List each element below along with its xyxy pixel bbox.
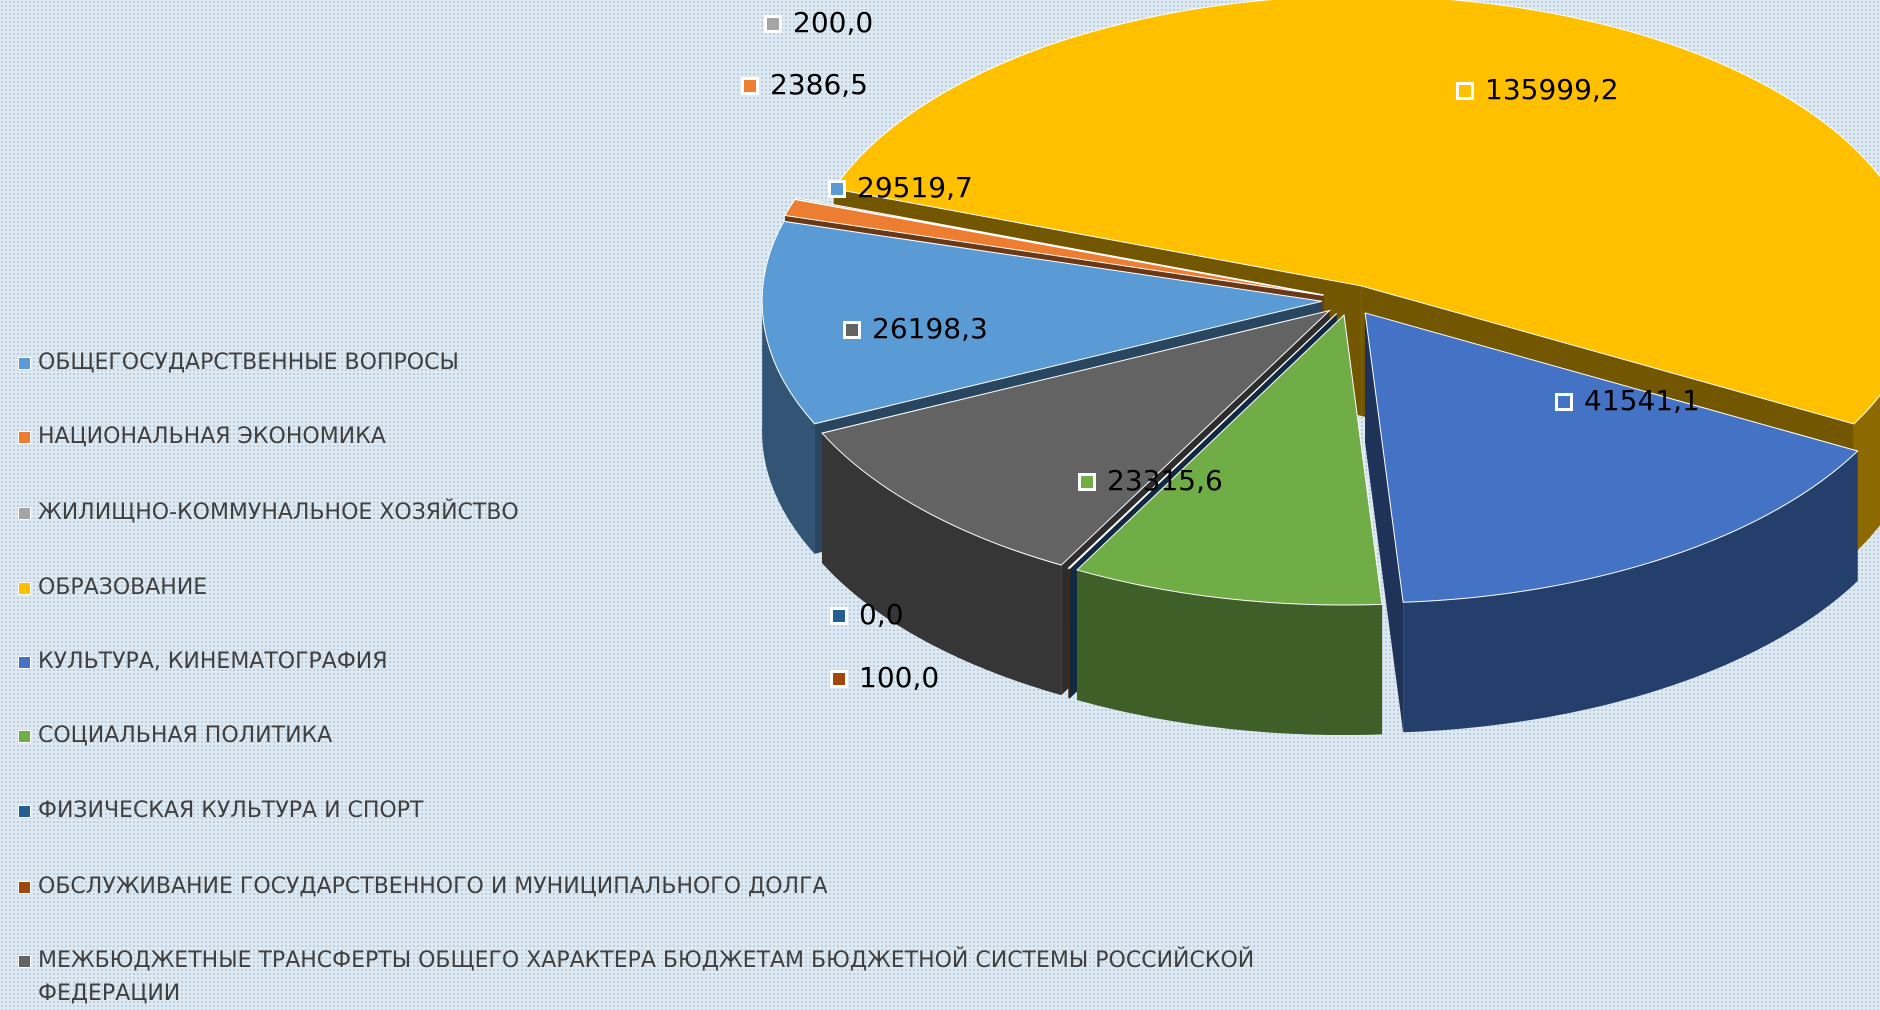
legend-swatch <box>18 357 31 370</box>
legend-label: СОЦИАЛЬНАЯ ПОЛИТИКА <box>38 723 333 748</box>
legend-item: НАЦИОНАЛЬНАЯ ЭКОНОМИКА <box>18 420 1358 453</box>
slice <box>821 309 1332 566</box>
label-marker-inner <box>846 324 858 336</box>
legend-swatch <box>18 431 31 444</box>
legend-label: ОБСЛУЖИВАНИЕ ГОСУДАРСТВЕННОГО И МУНИЦИПА… <box>38 874 828 899</box>
legend-item: МЕЖБЮДЖЕТНЫЕ ТРАНСФЕРТЫ ОБЩЕГО ХАРАКТЕРА… <box>18 944 1358 1010</box>
label-marker-inner <box>833 673 845 685</box>
slice <box>784 198 1324 296</box>
value-label: 29519,7 <box>857 171 973 204</box>
slice-side <box>1076 569 1383 736</box>
legend-swatch <box>18 656 31 669</box>
slice-side <box>1853 395 1880 554</box>
legend-swatch <box>18 582 31 595</box>
label-marker-inner <box>1081 476 1093 488</box>
value-label: 200,0 <box>793 6 873 39</box>
slice <box>1067 313 1337 569</box>
legend-item: СОЦИАЛЬНАЯ ПОЛИТИКА <box>18 719 1358 752</box>
slice-side <box>762 296 815 554</box>
label-marker-inner <box>1459 85 1471 97</box>
legend-item: ЖИЛИЩНО-КОММУНАЛЬНОЕ ХОЗЯЙСТВО <box>18 496 1358 529</box>
legend-item: ФИЗИЧЕСКАЯ КУЛЬТУРА И СПОРТ <box>18 794 1358 827</box>
legend-swatch <box>18 805 31 818</box>
legend-swatch <box>18 881 31 894</box>
legend-label: НАЦИОНАЛЬНАЯ ЭКОНОМИКА <box>38 424 386 449</box>
value-label: 23315,6 <box>1107 464 1223 497</box>
label-marker-inner <box>1558 396 1570 408</box>
value-label: 2386,5 <box>770 68 868 101</box>
label-marker-inner <box>744 80 756 92</box>
slice <box>1364 312 1859 603</box>
label-marker-inner <box>833 610 845 622</box>
slice <box>832 0 1880 425</box>
legend-item: КУЛЬТУРА, КИНЕМАТОГРАФИЯ <box>18 645 1358 678</box>
legend-label: МЕЖБЮДЖЕТНЫЕ ТРАНСФЕРТЫ ОБЩЕГО ХАРАКТЕРА… <box>38 948 1255 1006</box>
slice <box>761 220 1323 425</box>
value-label: 41541,1 <box>1584 384 1700 417</box>
legend-label: ОБРАЗОВАНИЕ <box>38 575 208 600</box>
slice-side <box>822 433 1062 696</box>
value-label: 0,0 <box>859 598 904 631</box>
slice <box>1075 314 1383 606</box>
slice-side <box>1068 568 1070 699</box>
legend-swatch <box>18 507 31 520</box>
legend-label: ЖИЛИЩНО-КОММУНАЛЬНОЕ ХОЗЯЙСТВО <box>38 500 519 525</box>
slice <box>794 197 1324 296</box>
legend-item: ОБЩЕГОСУДАРСТВЕННЫЕ ВОПРОСЫ <box>18 346 1358 379</box>
legend-swatch <box>18 955 31 968</box>
value-label: 26198,3 <box>872 312 988 345</box>
value-label: 135999,2 <box>1485 73 1619 106</box>
value-label: 100,0 <box>859 661 939 694</box>
slice-side <box>1403 450 1858 733</box>
label-marker-inner <box>831 183 843 195</box>
legend-item: ОБРАЗОВАНИЕ <box>18 571 1358 604</box>
slice-side <box>1365 312 1404 733</box>
legend-item: ОБСЛУЖИВАНИЕ ГОСУДАРСТВЕННОГО И МУНИЦИПА… <box>18 870 1358 903</box>
legend-label: КУЛЬТУРА, КИНЕМАТОГРАФИЯ <box>38 649 388 674</box>
label-marker-inner <box>767 18 779 30</box>
legend-label: ФИЗИЧЕСКАЯ КУЛЬТУРА И СПОРТ <box>38 798 424 823</box>
legend-swatch <box>18 730 31 743</box>
legend-label: ОБЩЕГОСУДАРСТВЕННЫЕ ВОПРОСЫ <box>38 350 459 375</box>
